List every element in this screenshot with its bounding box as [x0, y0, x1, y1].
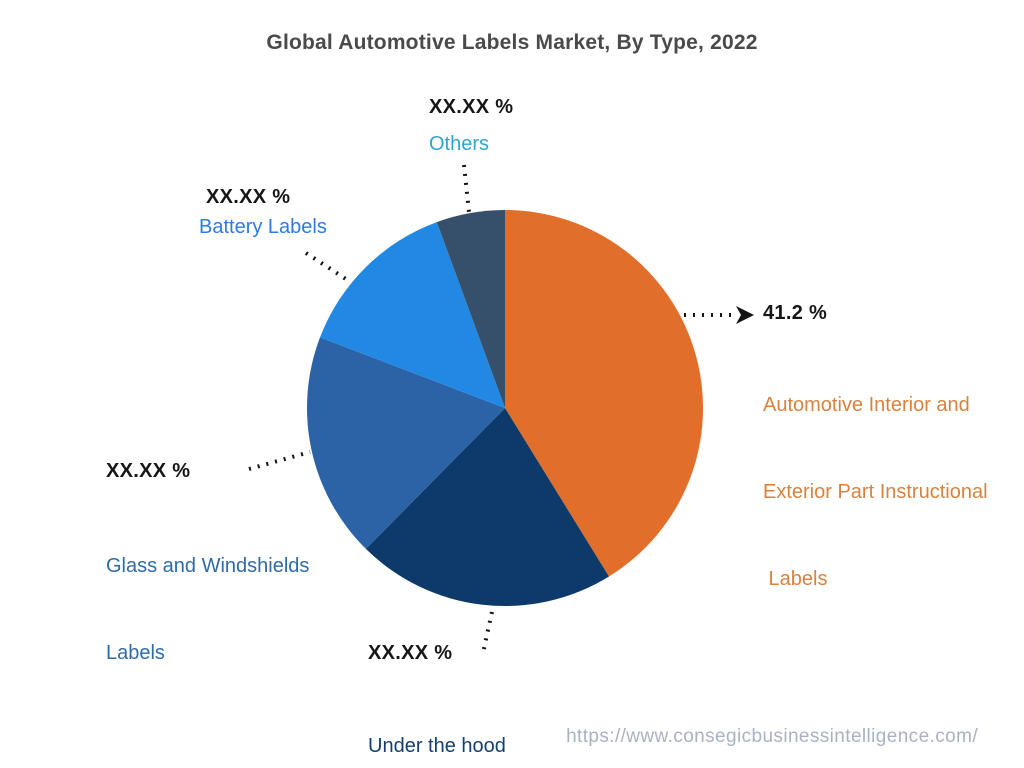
pie-slice-under-the-hood-instructional-labels — [365, 408, 609, 607]
pie-slice-battery-labels — [320, 222, 505, 408]
callout-others-percent: XX.XX % — [429, 96, 514, 118]
callout-glass-label-line1: Glass and Windshields — [106, 555, 310, 577]
callout-glass-percent: XX.XX % — [106, 460, 191, 482]
pie-slice-others — [436, 210, 505, 408]
callout-interior-label-line2: Exterior Part Instructional — [763, 481, 988, 503]
leader-line-others — [462, 164, 471, 213]
callout-interior-label-line1: Automotive Interior and — [763, 394, 970, 416]
arrowhead-icon — [736, 306, 754, 324]
callout-interior-percent: 41.2 % — [763, 302, 828, 324]
callout-under-hood-percent: XX.XX % — [368, 642, 453, 664]
pie-slice-glass-and-windshields-labels — [306, 337, 505, 549]
pie-slices — [306, 210, 704, 607]
leader-lines — [248, 164, 754, 654]
callout-interior-exterior-labels: 41.2 % Automotive Interior and Exterior … — [763, 302, 988, 652]
callout-battery-labels: XX.XX % Battery Labels — [199, 186, 327, 242]
callout-battery-percent: XX.XX % — [206, 186, 291, 208]
callout-others: XX.XX % Others — [429, 96, 513, 159]
callout-battery-label: Battery Labels — [199, 216, 327, 238]
chart-title: Global Automotive Labels Market, By Type… — [266, 31, 758, 54]
pie-slice-automotive-interior-and-exterior-part-instructional-labels — [505, 210, 704, 577]
callout-under-hood-label-line1: Under the hood — [368, 735, 506, 757]
callout-glass-label-line2: Labels — [106, 642, 165, 664]
callout-interior-label-line3: Labels — [763, 568, 828, 590]
callout-glass-windshields-labels: XX.XX % Glass and Windshields Labels — [106, 460, 309, 726]
leader-line-glass — [248, 450, 311, 471]
callout-under-hood-labels: XX.XX % Under the hood Instructional Lab… — [368, 642, 540, 768]
callout-others-label: Others — [429, 133, 490, 155]
leader-line-battery — [304, 251, 351, 283]
watermark-url: https://www.consegicbusinessintelligence… — [566, 726, 978, 747]
